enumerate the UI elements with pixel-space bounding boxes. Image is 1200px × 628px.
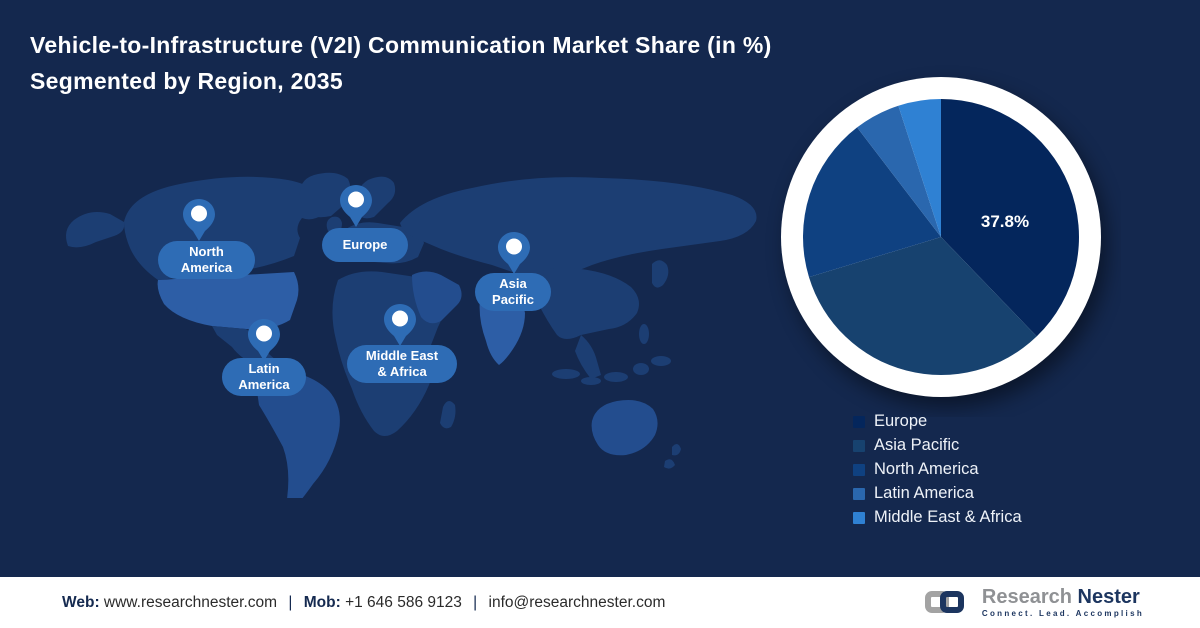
chain-links-icon: [924, 590, 973, 616]
region-china-southeast-asia: [527, 267, 639, 339]
separator: |: [473, 593, 478, 611]
location-pin-icon-middle-east-africa: [384, 304, 416, 346]
separator: |: [288, 593, 293, 611]
pie-slice-middle-east-africa: [898, 99, 941, 237]
pie-data-label: 37.8%: [981, 212, 1029, 231]
region-indonesia-3: [604, 372, 628, 382]
region-badge-europe: Europe: [322, 228, 408, 262]
region-pacific-island: [651, 356, 671, 366]
region-middle-east: [412, 271, 462, 324]
continent-australia: [591, 400, 658, 456]
legend-item: Middle East & Africa: [853, 509, 1022, 526]
region-badge-latin-america: Latin America: [222, 358, 306, 396]
region-japan: [652, 260, 669, 288]
mob-label: Mob:: [303, 593, 341, 611]
title-line-2: Segmented by Region, 2035: [30, 68, 343, 94]
brand-name: Research Nester: [981, 586, 1140, 608]
region-badge-asia-pacific: Asia Pacific: [475, 273, 551, 311]
footer: Web: www.researchnester.com | Mob: +1 64…: [0, 577, 1200, 628]
email-address: info@researchnester.com: [488, 593, 666, 611]
pie-slice-asia-pacific: [808, 237, 1037, 375]
logo-text: Research Nester Connect. Lead. Accomplis…: [982, 587, 1144, 618]
region-new-guinea: [633, 363, 649, 375]
region-badge-north-america: North America: [158, 241, 255, 279]
legend-swatch: [853, 415, 865, 428]
contact-info: Web: www.researchnester.com | Mob: +1 64…: [62, 594, 665, 612]
page-title: Vehicle-to-Infrastructure (V2I) Communic…: [30, 27, 772, 99]
legend-item: Europe: [853, 413, 1022, 430]
chart-legend: Europe Asia Pacific North America Latin Ame…: [853, 413, 1022, 526]
legend-swatch: [853, 463, 865, 476]
legend-label: Asia Pacific: [874, 436, 960, 454]
region-new-zealand-south: [664, 459, 675, 469]
region-madagascar: [440, 400, 456, 429]
website-url: www.researchnester.com: [103, 593, 278, 611]
region-indonesia-1: [552, 369, 580, 379]
phone-number: +1 646 586 9123: [345, 593, 462, 611]
legend-swatch: [853, 439, 865, 452]
legend-item: Latin America: [853, 485, 1022, 502]
legend-label: Middle East & Africa: [874, 508, 1022, 526]
legend-label: Europe: [874, 412, 928, 430]
location-pin-icon-north-america: [183, 199, 215, 241]
pie-slice-latin-america: [857, 105, 941, 237]
legend-label: Latin America: [874, 484, 974, 502]
location-pin-icon-europe: [340, 185, 372, 227]
brand-tagline: Connect. Lead. Accomplish: [981, 609, 1144, 618]
pie-chart: 37.8%: [781, 77, 1101, 397]
legend-label: North America: [874, 460, 979, 478]
pie-slice-north-america: [802, 127, 941, 278]
legend-swatch: [853, 487, 865, 500]
title-line-1: Vehicle-to-Infrastructure (V2I) Communic…: [30, 32, 772, 58]
region-indochina: [575, 335, 601, 379]
region-indonesia-2: [581, 377, 601, 385]
continent-alaska: [66, 212, 125, 248]
region-philippines: [639, 324, 649, 344]
continent-asia: [400, 177, 757, 280]
location-pin-icon-asia-pacific: [498, 232, 530, 274]
web-label: Web:: [62, 593, 100, 611]
legend-swatch: [853, 511, 865, 524]
location-pin-icon-latin-america: [248, 319, 280, 361]
legend-item: Asia Pacific: [853, 437, 1022, 454]
region-india: [479, 293, 525, 365]
region-new-zealand-north: [672, 443, 681, 456]
region-usa: [157, 272, 299, 330]
continent-greenland: [299, 172, 351, 218]
region-badge-middle-east-africa: Middle East & Africa: [347, 345, 457, 383]
research-nester-logo: Research Nester Connect. Lead. Accomplis…: [924, 587, 1144, 618]
legend-item: North America: [853, 461, 1022, 478]
pie-slice-europe: [941, 99, 1079, 337]
continent-south-america: [256, 371, 340, 498]
